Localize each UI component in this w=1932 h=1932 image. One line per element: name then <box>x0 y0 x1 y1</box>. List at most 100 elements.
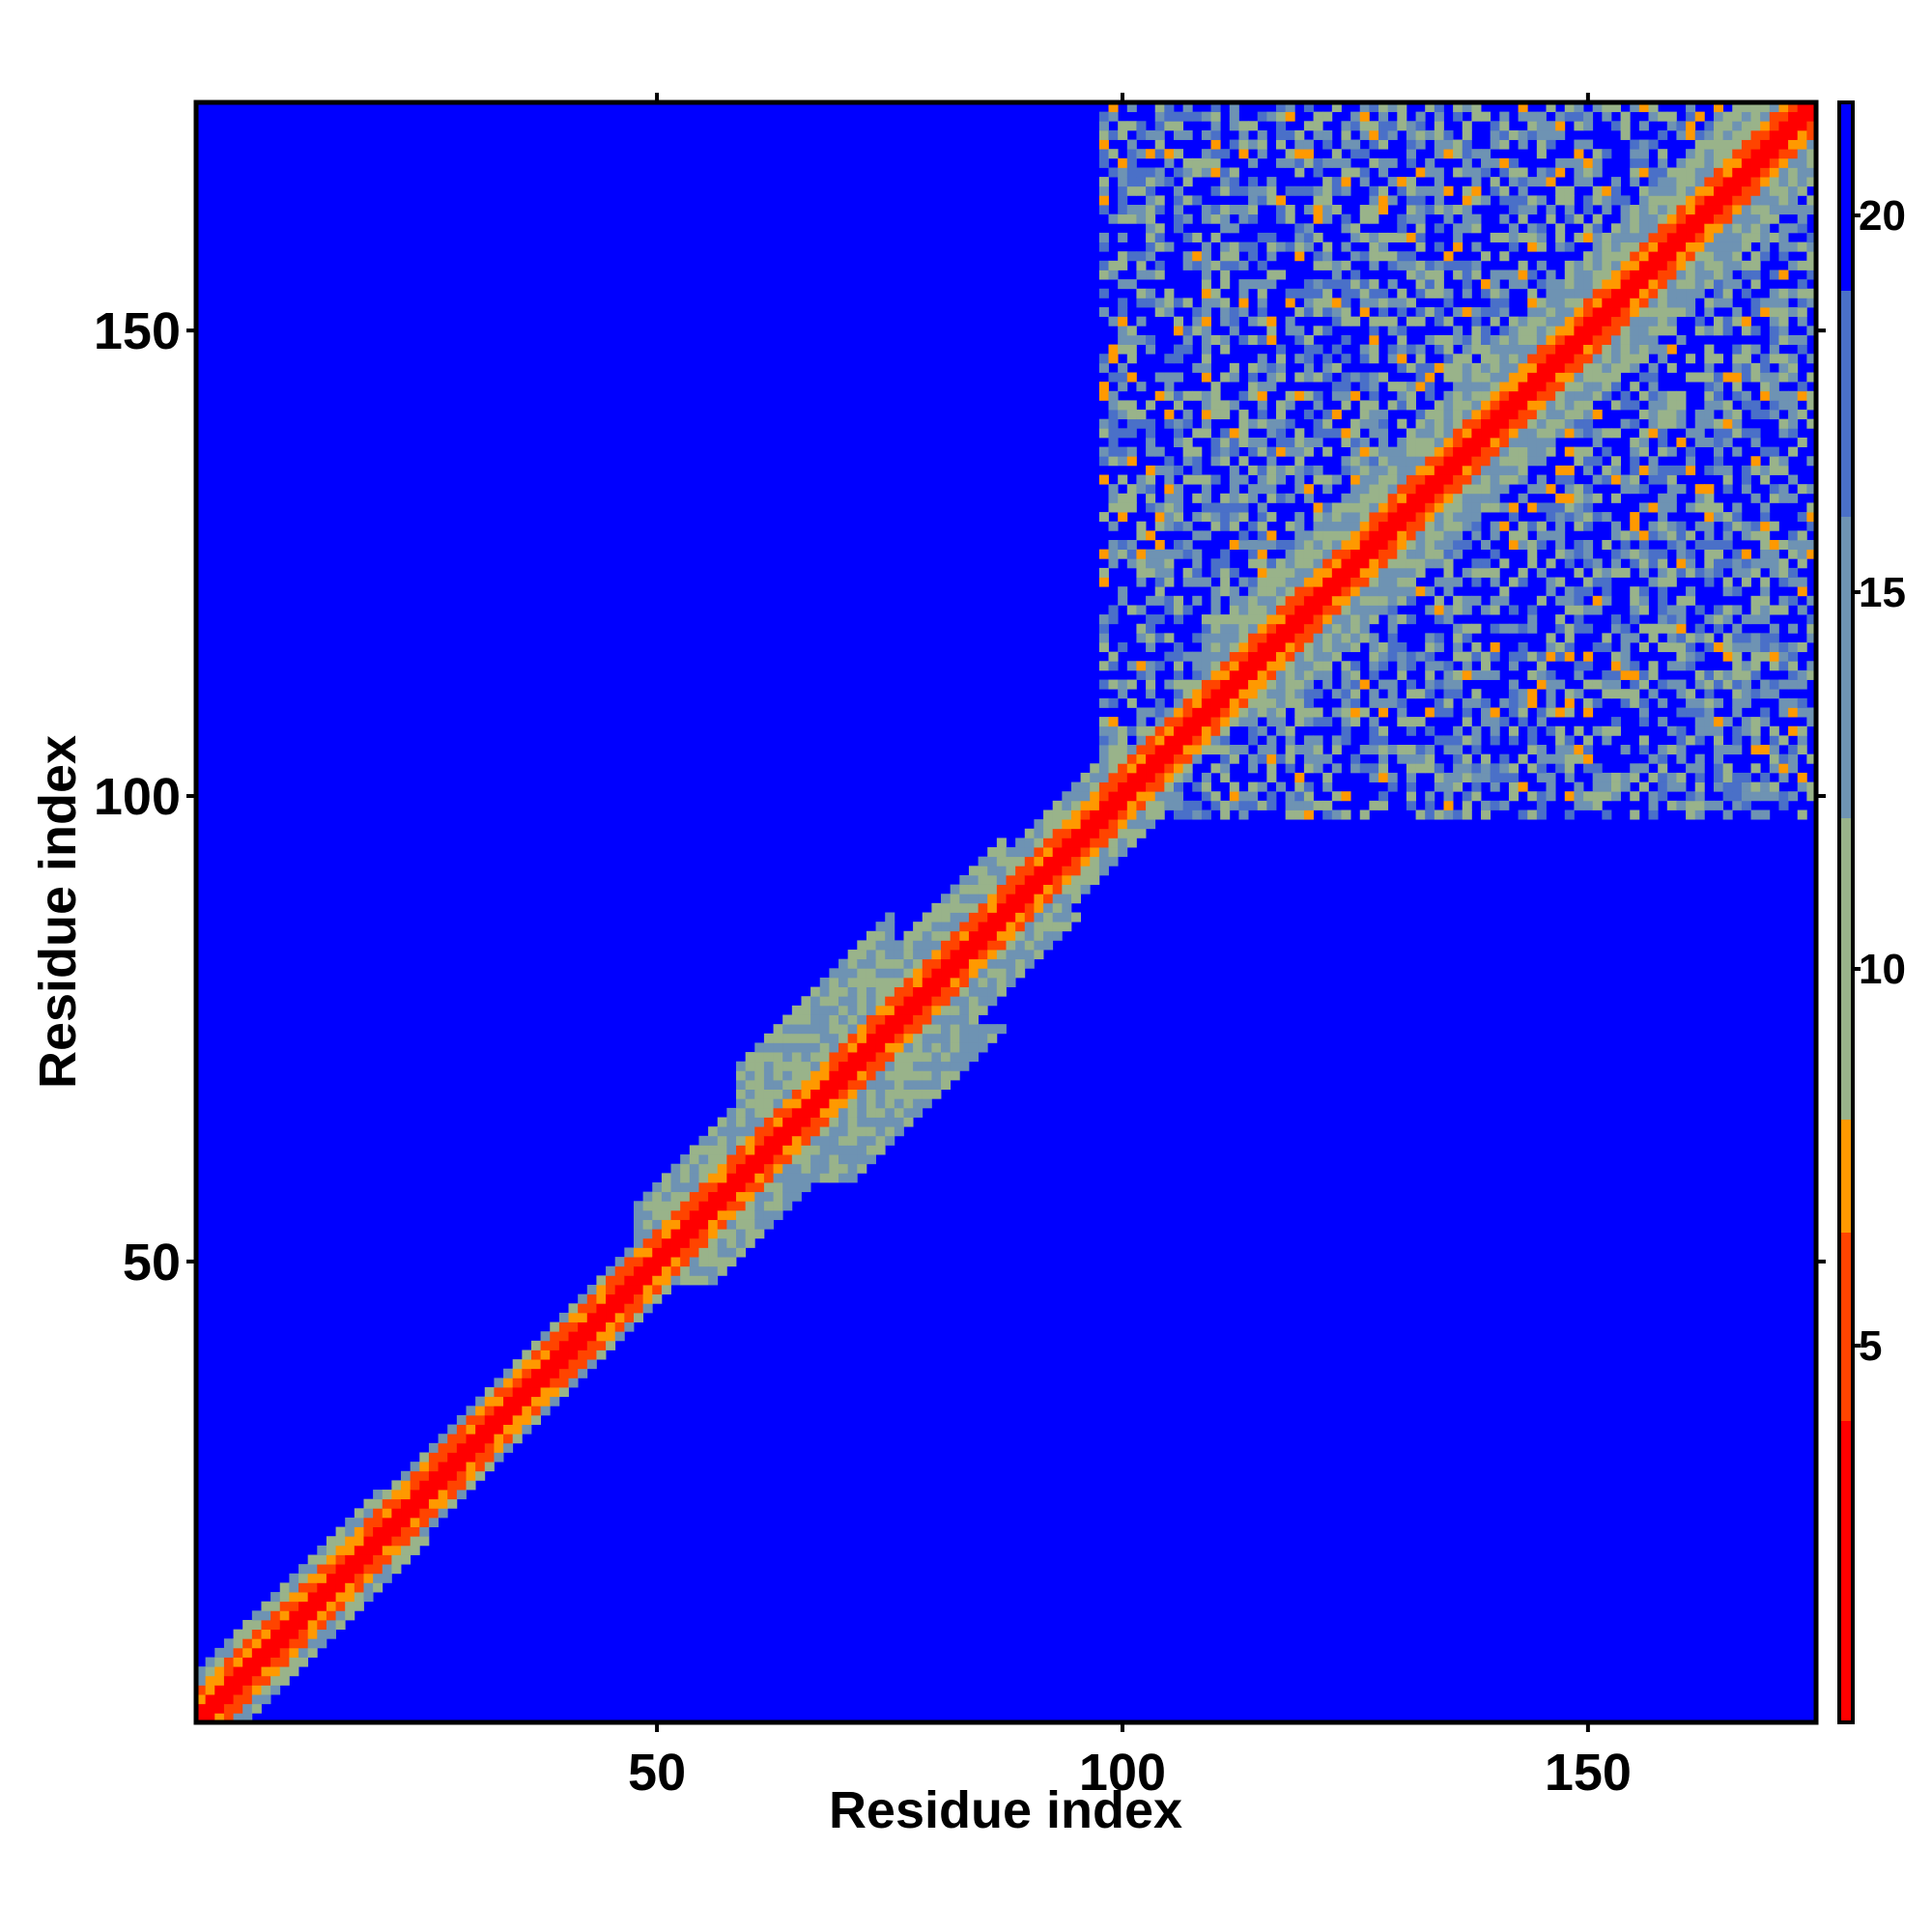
heatmap-cell <box>1610 185 1622 196</box>
heatmap-cell <box>1592 772 1603 782</box>
heatmap-cell <box>1490 707 1500 718</box>
heatmap-cell <box>1686 633 1696 643</box>
heatmap-cell <box>950 912 960 923</box>
heatmap-cell <box>1666 270 1677 280</box>
heatmap-cell <box>791 1052 802 1063</box>
heatmap-cell <box>1760 717 1771 727</box>
heatmap-cell <box>913 940 923 951</box>
heatmap-cell <box>1043 838 1054 848</box>
heatmap-cell <box>1108 810 1119 820</box>
heatmap-cell <box>763 1191 774 1202</box>
heatmap-cell <box>1276 577 1287 587</box>
heatmap-cell <box>661 1257 671 1267</box>
heatmap-cell <box>1098 157 1109 168</box>
heatmap-cell <box>1722 260 1733 270</box>
heatmap-cell <box>1704 232 1715 242</box>
heatmap-cell <box>1546 167 1556 178</box>
heatmap-cell <box>819 1079 830 1091</box>
heatmap-cell <box>1453 362 1463 373</box>
heatmap-cell <box>866 1079 876 1091</box>
heatmap-cell <box>1666 567 1677 578</box>
heatmap-cell <box>1592 149 1603 159</box>
heatmap-cell <box>606 1331 616 1342</box>
heatmap-cell <box>885 912 895 923</box>
heatmap-cell <box>401 1508 412 1519</box>
heatmap-cell <box>1406 512 1416 523</box>
heatmap-cell <box>1555 400 1566 411</box>
heatmap-cell <box>1546 633 1556 643</box>
heatmap-cell <box>1248 614 1259 625</box>
heatmap-cell <box>661 1265 671 1276</box>
heatmap-cell <box>1210 260 1221 270</box>
heatmap-cell <box>1620 400 1631 411</box>
heatmap-cell <box>1108 725 1119 736</box>
heatmap-cell <box>1666 446 1677 457</box>
heatmap-cell <box>950 986 960 997</box>
heatmap-cell <box>950 996 960 1007</box>
heatmap-cell <box>1694 242 1705 252</box>
heatmap-cell <box>391 1545 402 1555</box>
heatmap-cell <box>1136 474 1147 485</box>
heatmap-cell <box>1741 679 1751 690</box>
heatmap-cell <box>1518 465 1528 475</box>
heatmap-cell <box>1220 512 1231 523</box>
heatmap-cell <box>1192 781 1203 792</box>
heatmap-cell <box>1313 567 1323 578</box>
heatmap-cell <box>1257 129 1267 140</box>
heatmap-cell <box>558 1321 569 1332</box>
heatmap-cell <box>1136 251 1147 262</box>
heatmap-cell <box>1453 111 1463 122</box>
heatmap-cell <box>810 1089 821 1099</box>
heatmap-cell <box>1210 717 1221 727</box>
heatmap-cell <box>829 1042 839 1053</box>
heatmap-cell <box>1201 679 1211 690</box>
heatmap-cell <box>1434 633 1444 643</box>
heatmap-cell <box>1713 642 1724 653</box>
heatmap-cell <box>410 1470 420 1481</box>
heatmap-cell <box>345 1564 355 1575</box>
heatmap-cell <box>791 1005 802 1015</box>
heatmap-cell <box>1620 651 1631 662</box>
heatmap-cell <box>1546 410 1556 420</box>
heatmap-cell <box>1248 418 1259 429</box>
heatmap-cell <box>363 1536 374 1547</box>
heatmap-cell <box>1201 651 1211 662</box>
heatmap-cell <box>1052 847 1063 858</box>
heatmap-cell <box>1713 512 1724 523</box>
heatmap-cell <box>1154 521 1165 531</box>
heatmap-cell <box>1192 493 1203 503</box>
heatmap-cell <box>1052 912 1063 923</box>
heatmap-cell <box>1331 428 1342 439</box>
heatmap-cell <box>1676 205 1687 215</box>
heatmap-cell <box>1722 530 1733 541</box>
heatmap-cell <box>1713 242 1724 252</box>
heatmap-cell <box>1694 223 1705 234</box>
heatmap-cell <box>1118 549 1128 559</box>
heatmap-cell <box>1602 232 1612 242</box>
heatmap-cell <box>438 1442 448 1453</box>
heatmap-cell <box>391 1490 402 1500</box>
heatmap-cell <box>1564 307 1575 318</box>
heatmap-cell <box>354 1554 364 1565</box>
heatmap-cell <box>1574 502 1584 513</box>
heatmap-cell <box>782 1061 793 1071</box>
heatmap-cell <box>838 968 849 979</box>
heatmap-cell <box>1257 354 1267 364</box>
heatmap-cell <box>1238 260 1249 270</box>
heatmap-cell <box>1276 428 1287 439</box>
heatmap-cell <box>1732 177 1743 187</box>
heatmap-cell <box>1592 270 1603 280</box>
heatmap-cell <box>1406 446 1416 457</box>
heatmap-cell <box>1610 651 1622 662</box>
heatmap-cell <box>1164 484 1175 495</box>
heatmap-cell <box>819 1042 830 1053</box>
heatmap-cell <box>1154 800 1165 810</box>
heatmap-cell <box>1126 810 1137 820</box>
heatmap-cell <box>1750 232 1761 242</box>
heatmap-cell <box>1090 874 1100 885</box>
heatmap-cell <box>987 930 998 941</box>
heatmap-cell <box>1732 800 1743 810</box>
heatmap-cell <box>1508 157 1519 168</box>
heatmap-cell <box>1583 428 1594 439</box>
heatmap-cell <box>1406 456 1416 467</box>
